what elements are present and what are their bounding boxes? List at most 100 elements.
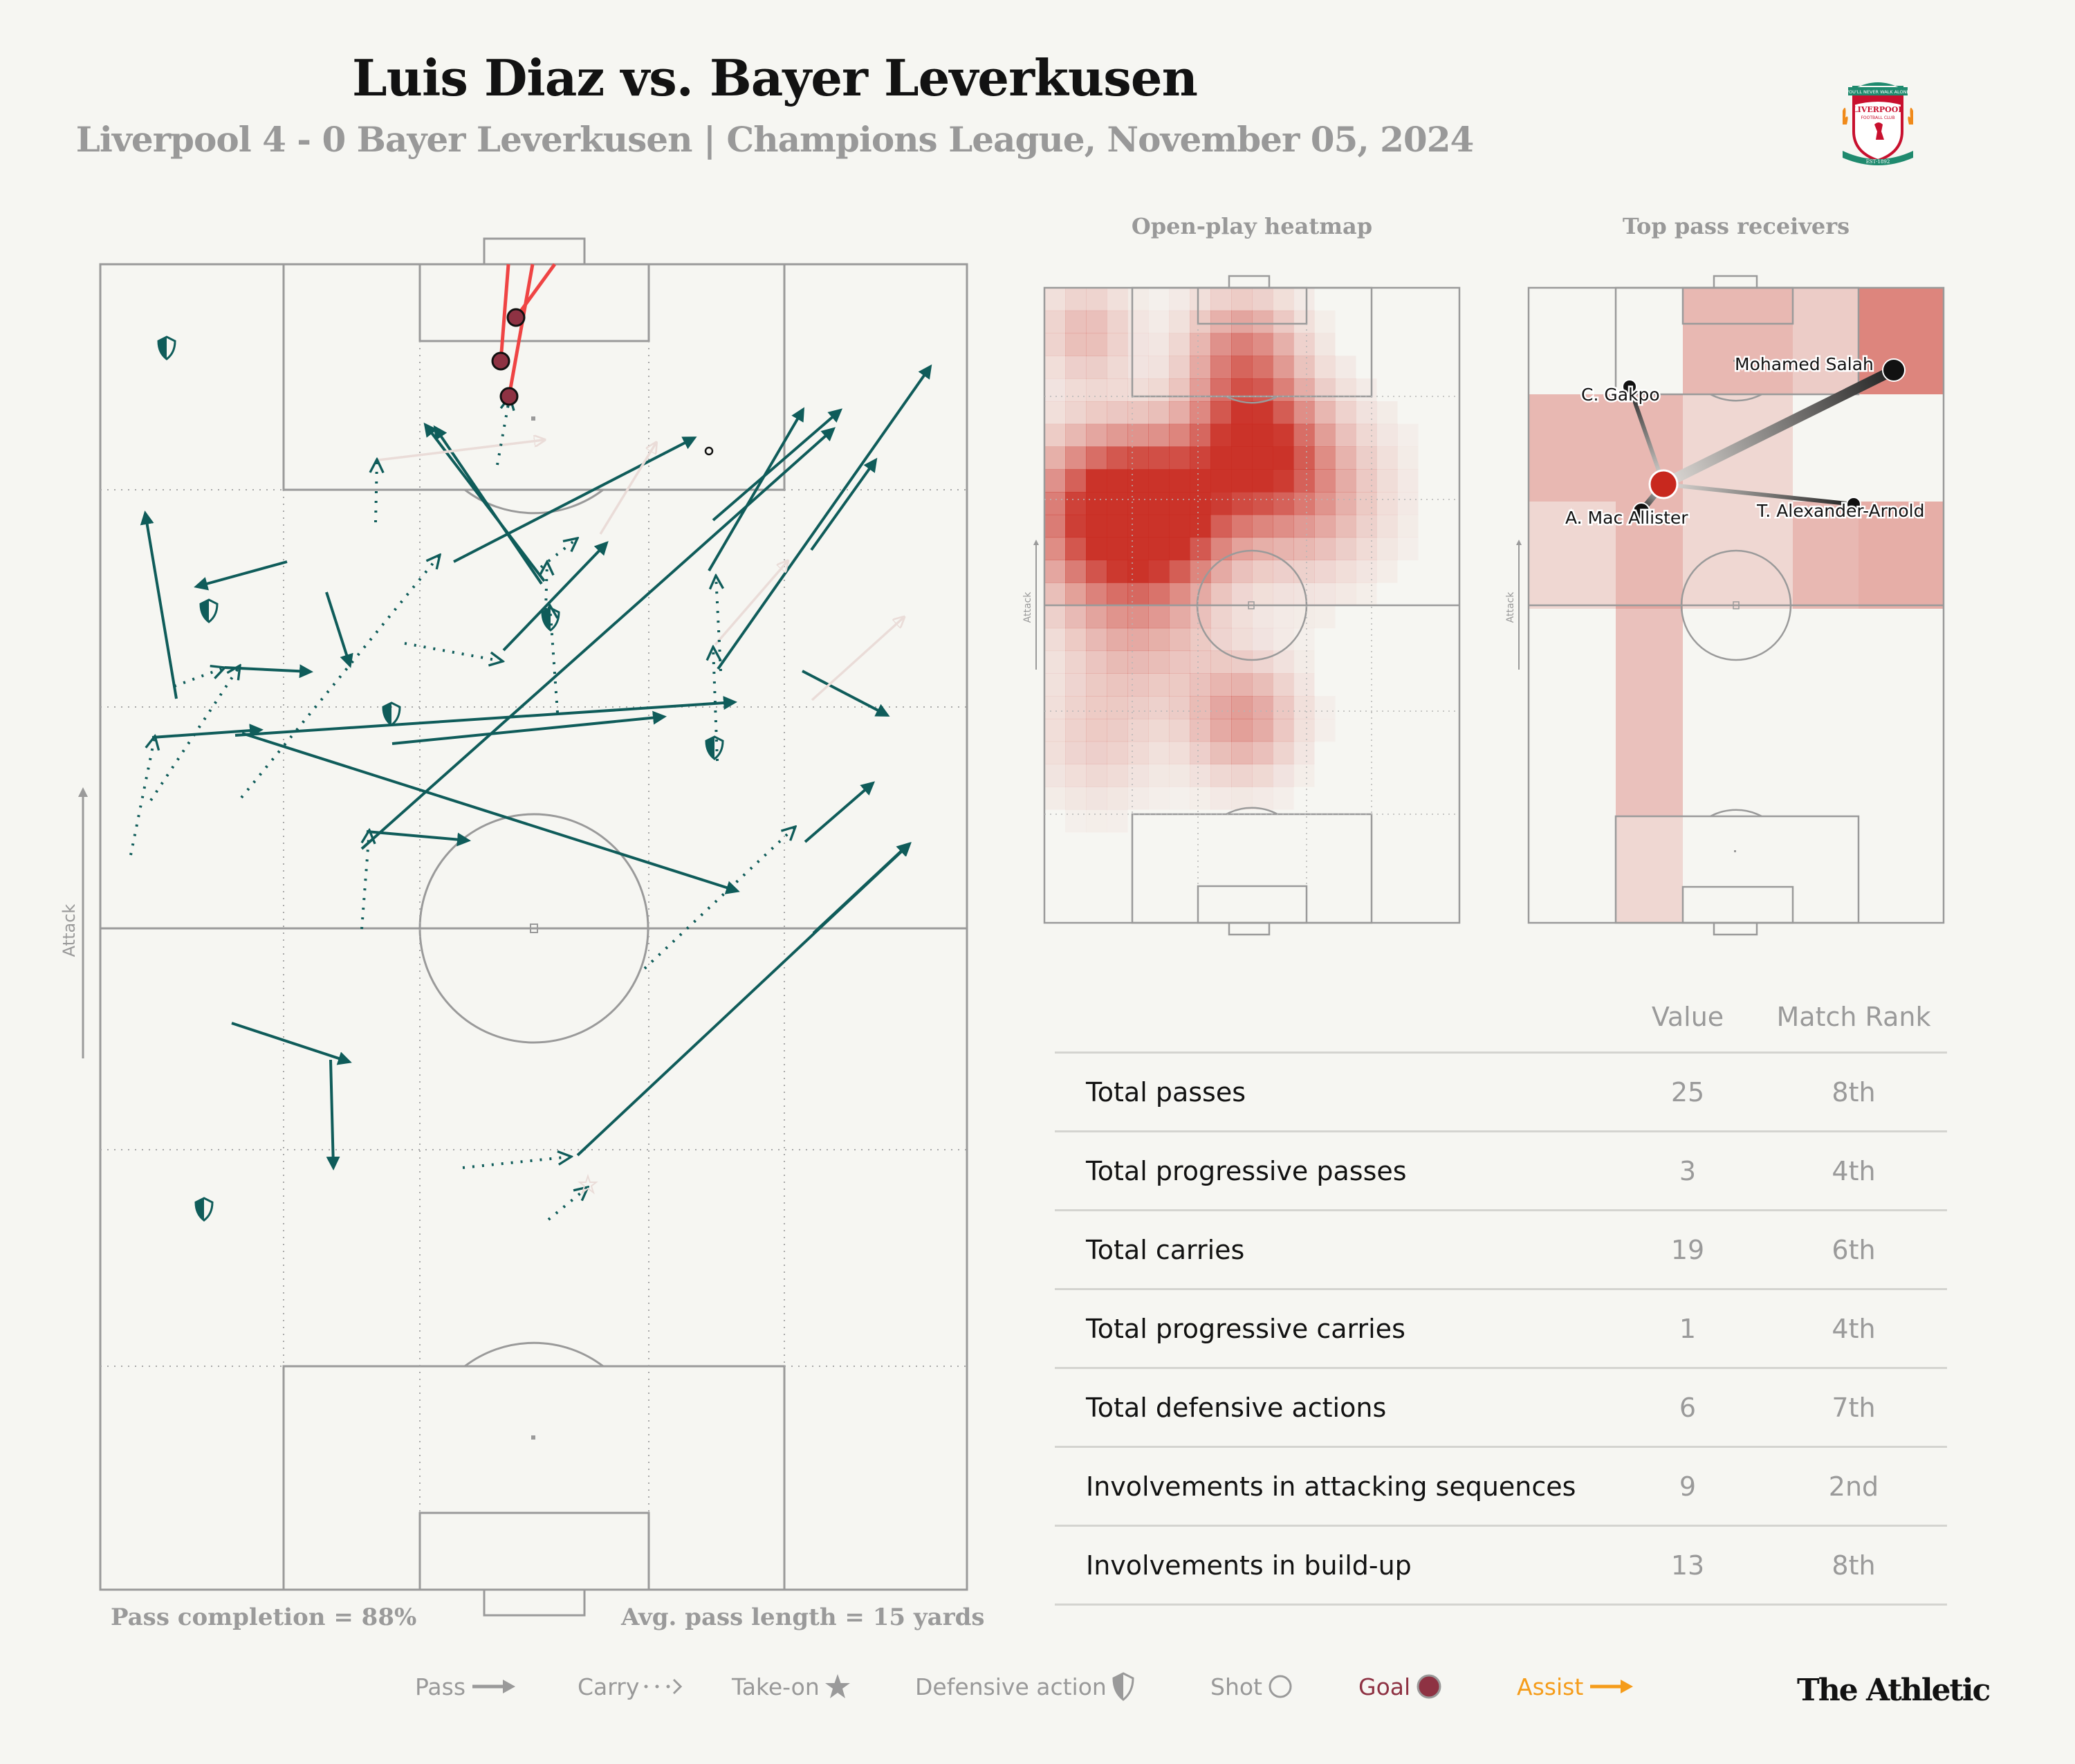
heatmap-cell [1231, 333, 1253, 356]
heatmap-cell [1273, 514, 1294, 538]
heatmap-cell [1148, 537, 1170, 560]
heatmap-cell [1335, 446, 1356, 470]
heatmap-cell [1065, 718, 1087, 742]
pass-arrow [717, 364, 932, 670]
heatmap-cell [1273, 582, 1294, 606]
stat-rank: 2nd [1828, 1471, 1879, 1502]
heatmap-cell [1127, 650, 1149, 674]
heatmap-cell [1148, 627, 1170, 652]
heatmap-cell [1169, 469, 1190, 493]
heatmap-cell [1252, 378, 1273, 402]
heatmap-cell [1273, 787, 1294, 809]
pass-arrow [433, 425, 543, 585]
heatmap-cell [1086, 673, 1107, 697]
heatmap-cell [1086, 378, 1107, 402]
carry-arrow [462, 1157, 571, 1169]
heatmap-cell [1169, 560, 1190, 583]
heatmap-cell [1376, 560, 1398, 583]
heatmap-cell [1086, 537, 1107, 560]
heatmap-cell [1127, 696, 1149, 719]
heatmap-cell [1044, 718, 1066, 742]
heatmap-cell [1314, 719, 1336, 742]
receiver-dot [1622, 379, 1637, 394]
receivers-title: Top pass receivers [1622, 213, 1850, 239]
heatmap-cell [1169, 764, 1190, 787]
shield-icon [1112, 1672, 1134, 1701]
heatmap-cell [1190, 288, 1211, 311]
pass-arrow [326, 1059, 340, 1170]
carry-arrow [404, 642, 503, 661]
heatmap-cell [1148, 446, 1170, 470]
heatmap-cell [1127, 333, 1149, 356]
stat-rank: 4th [1832, 1155, 1876, 1186]
heatmap-cell [1335, 560, 1356, 583]
heatmap-cell [1314, 401, 1336, 425]
heatmap-cell [1314, 310, 1336, 334]
pass-completion: Pass completion = 88% [111, 1604, 417, 1631]
stats-table: Value Match Rank Total passes 25 8th Tot… [1055, 982, 1947, 1606]
heatmap-cell [1293, 310, 1315, 334]
heatmap-cell [1065, 514, 1087, 538]
shot-marker [704, 446, 714, 456]
heatmap-cell [1065, 627, 1087, 652]
heatmap-cell [1210, 560, 1232, 583]
shield-icon [541, 607, 560, 632]
heatmap-cell [1107, 809, 1128, 832]
heatmap-cell [1210, 288, 1232, 311]
legend-assist: Assist [1517, 1673, 1636, 1700]
receiver-zone [1793, 502, 1859, 609]
heatmap-cell [1044, 582, 1066, 606]
heatmap-cell [1086, 627, 1107, 652]
heatmap-cell [1293, 650, 1315, 674]
heatmap-cell [1148, 787, 1170, 809]
heatmap-cell [1169, 514, 1190, 538]
heatmap-cell [1169, 605, 1190, 629]
heatmap-cell [1044, 560, 1066, 583]
stats-row: Total carries 19 6th [1055, 1211, 1947, 1290]
heatmap-cell [1148, 605, 1170, 629]
heatmap-cell [1148, 718, 1170, 742]
shield-icon [199, 598, 219, 623]
pass-arrow [712, 408, 843, 522]
heatmap-cell [1252, 492, 1273, 515]
heatmap-cell [1314, 423, 1336, 447]
heatmap-cell [1148, 378, 1170, 402]
heatmap-cell [1273, 492, 1294, 515]
heatmap-cell [1293, 401, 1315, 425]
star-icon [824, 1674, 850, 1698]
heatmap-cell [1252, 696, 1273, 719]
heatmap-cell [1107, 401, 1128, 425]
heatmap-cell [1086, 582, 1107, 606]
heatmap-cell [1356, 446, 1377, 470]
heatmap-cell [1107, 741, 1128, 764]
heatmap-cell [1273, 356, 1294, 379]
goal-marker [491, 351, 510, 371]
heatmap-cell [1252, 356, 1273, 379]
carry-arrow [643, 827, 795, 970]
header-rank: Match Rank [1776, 1002, 1931, 1032]
heatmap-cell [1086, 696, 1107, 719]
carry-arrow [716, 576, 721, 672]
receiver-zone [1793, 288, 1859, 394]
heatmap-cell [1273, 333, 1294, 356]
heatmap-cell [1293, 560, 1315, 583]
heatmap-cell [1356, 537, 1377, 560]
heatmap-cell [1190, 718, 1211, 742]
heatmap-cell [1190, 787, 1211, 810]
heatmap-cell [1335, 423, 1356, 447]
heatmap-cell [1293, 673, 1315, 697]
heatmap-cell [1190, 764, 1211, 787]
heatmap-cell [1293, 423, 1315, 447]
svg-text:Attack: Attack [1022, 591, 1033, 623]
heatmap-cell [1169, 741, 1190, 764]
heatmap-cell [1273, 310, 1294, 334]
heatmap-cell [1376, 446, 1398, 470]
stats-row: Total progressive carries 1 4th [1055, 1290, 1947, 1369]
heatmap-cell [1252, 673, 1273, 697]
heatmap-cell [1065, 492, 1087, 515]
heatmap-cells [1044, 288, 1419, 832]
heatmap-cell [1044, 650, 1066, 674]
pass-arrow [231, 1022, 352, 1065]
heatmap-cell [1044, 514, 1066, 538]
receiver-label: A. Mac Allister [1565, 508, 1688, 528]
